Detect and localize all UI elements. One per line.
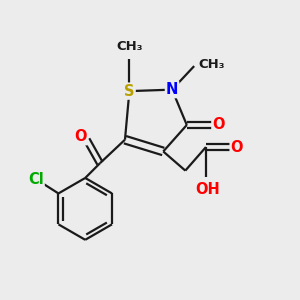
Text: N: N [166, 82, 178, 97]
Text: S: S [124, 84, 135, 99]
Text: CH₃: CH₃ [199, 58, 225, 71]
Text: CH₃: CH₃ [116, 40, 142, 53]
Text: O: O [212, 118, 225, 133]
Text: O: O [75, 129, 87, 144]
Text: O: O [231, 140, 243, 154]
Text: Cl: Cl [28, 172, 44, 187]
Text: OH: OH [195, 182, 220, 197]
